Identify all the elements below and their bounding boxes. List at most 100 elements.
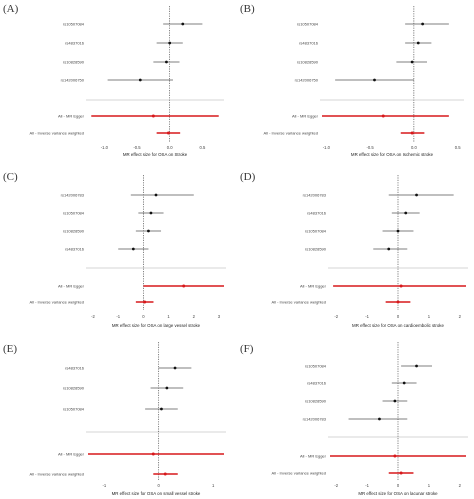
panel-letter: (B) — [240, 3, 255, 15]
summary-row: All - Inverse variance weighted — [264, 130, 425, 135]
snp-row: rs4837016 — [65, 40, 183, 45]
effect-point — [402, 381, 406, 385]
snp-row: rs4837016 — [65, 246, 149, 251]
effect-point — [147, 229, 150, 233]
x-tick-label: 0.0 — [411, 145, 417, 150]
x-tick-label: -1 — [102, 483, 106, 488]
summary-label: All - Inverse variance weighted — [30, 130, 84, 135]
snp-row: rs4837016 — [307, 210, 420, 215]
x-tick-label: 1 — [428, 483, 431, 488]
effect-point — [373, 78, 376, 82]
snp-label: rs4837016 — [65, 246, 85, 251]
summary-label: All - MR Egger — [292, 113, 319, 118]
summary-point — [151, 452, 155, 456]
snp-row: rs10507084 — [297, 21, 449, 26]
snp-row: rs142006783 — [61, 192, 194, 197]
panel-letter: (D) — [240, 171, 256, 183]
snp-row: rs10507084 — [63, 21, 203, 26]
snp-row: rs10828590 — [305, 246, 408, 251]
snp-row: rs10507084 — [305, 228, 414, 233]
summary-point — [381, 114, 385, 118]
x-axis-title: MR effect size for OSA on Stroke — [123, 152, 188, 157]
snp-label: rs10507084 — [297, 21, 319, 26]
effect-point — [168, 41, 172, 45]
panel-letter: (E) — [3, 343, 17, 355]
snp-label: rs4837016 — [307, 380, 327, 385]
effect-point — [165, 386, 169, 390]
x-tick-label: -1 — [116, 314, 120, 319]
snp-label: rs142006750 — [61, 77, 85, 82]
snp-label: rs10507084 — [305, 228, 327, 233]
x-tick-label: 2 — [459, 314, 462, 319]
summary-row: All - Inverse variance weighted — [272, 299, 411, 304]
panel-letter: (C) — [3, 171, 18, 183]
summary-label: All - MR Egger — [58, 283, 85, 288]
effect-point — [415, 364, 418, 368]
x-tick-label: -1 — [365, 483, 369, 488]
snp-label: rs10828590 — [305, 246, 327, 251]
snp-row: rs142006750 — [295, 77, 414, 82]
snp-label: rs4837016 — [307, 210, 327, 215]
effect-point — [131, 247, 135, 251]
x-tick-label: 0 — [142, 314, 145, 319]
summary-row: All - Inverse variance weighted — [30, 130, 181, 135]
snp-label: rs10828590 — [63, 228, 85, 233]
x-tick-label: -2 — [334, 483, 338, 488]
summary-row: All - Inverse variance weighted — [272, 470, 414, 475]
summary-label: All - MR Egger — [58, 113, 85, 118]
snp-label: rs10507084 — [63, 406, 85, 411]
snp-label: rs142006783 — [303, 192, 327, 197]
snp-row: rs10828590 — [63, 228, 162, 233]
effect-point — [387, 247, 391, 251]
x-tick-label: 1 — [428, 314, 431, 319]
snp-row: rs4837016 — [307, 380, 417, 385]
effect-point — [378, 417, 381, 421]
summary-label: All - Inverse variance weighted — [272, 470, 326, 475]
forest-panel-d: (D) rs142006783 rs4837016 rs10507084 rs10828… — [240, 171, 468, 328]
panel-letter: (A) — [3, 3, 19, 15]
snp-label: rs10828590 — [305, 398, 327, 403]
summary-row: All - MR Egger — [58, 451, 224, 456]
x-tick-label: 2 — [193, 314, 196, 319]
x-tick-label: 0 — [158, 483, 161, 488]
effect-point — [404, 211, 408, 215]
summary-row: All - Inverse variance weighted — [30, 299, 154, 304]
summary-row: All - MR Egger — [292, 113, 449, 118]
x-tick-label: 0 — [397, 314, 400, 319]
summary-label: All - Inverse variance weighted — [264, 130, 318, 135]
snp-row: rs10828590 — [63, 385, 184, 390]
summary-point — [410, 131, 414, 135]
snp-row: rs142006783 — [303, 416, 408, 421]
snp-row: rs10507084 — [305, 363, 432, 368]
summary-label: All - Inverse variance weighted — [30, 471, 84, 476]
snp-row: rs142006750 — [61, 77, 173, 82]
summary-row: All - MR Egger — [300, 453, 466, 458]
summary-label: All - MR Egger — [300, 283, 327, 288]
effect-point — [154, 193, 158, 197]
effect-point — [138, 78, 142, 82]
summary-point — [143, 300, 147, 304]
summary-row: All - MR Egger — [300, 283, 466, 288]
effect-point — [421, 22, 425, 26]
x-tick-label: -1.0 — [101, 145, 109, 150]
x-tick-label: 0.0 — [167, 145, 173, 150]
summary-point — [399, 471, 403, 475]
snp-label: rs10507084 — [63, 210, 85, 215]
effect-point — [160, 407, 163, 411]
x-tick-label: -2 — [91, 314, 95, 319]
snp-label: rs142006750 — [295, 77, 319, 82]
summary-point — [163, 472, 167, 476]
summary-point — [396, 300, 400, 304]
summary-point — [393, 454, 397, 458]
effect-point — [416, 41, 420, 45]
snp-row: rs10828590 — [63, 59, 180, 64]
x-tick-label: -2 — [334, 314, 338, 319]
forest-panel-e: (E) rs4837016 rs10828590 rs10507084 All - MR… — [3, 342, 226, 496]
x-axis-title: MR effect size for OSA on Ischemic strok… — [351, 152, 434, 157]
x-tick-label: 2 — [459, 483, 462, 488]
effect-point — [396, 229, 400, 233]
x-tick-label: -1.0 — [323, 145, 331, 150]
x-tick-label: -0.5 — [133, 145, 141, 150]
summary-point — [151, 114, 155, 118]
